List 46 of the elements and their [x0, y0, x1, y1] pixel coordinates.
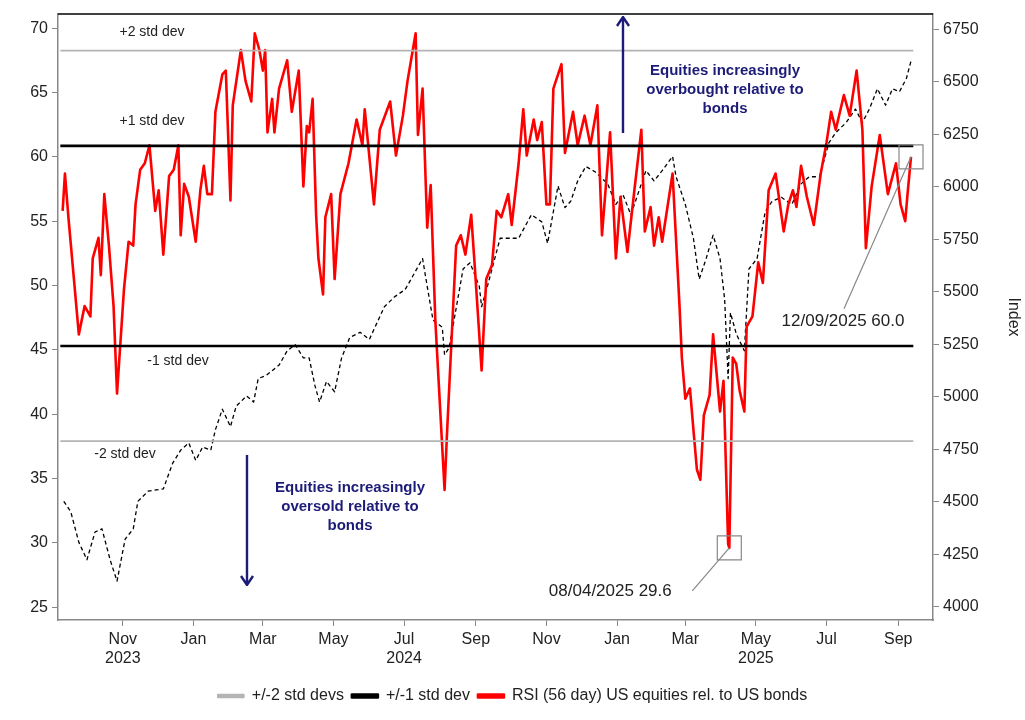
- annotation: -1 std dev: [147, 350, 209, 370]
- y-tick-label: 30: [30, 533, 49, 551]
- y-tick-label: 60: [30, 147, 49, 165]
- y2-axis-title: Index: [1005, 297, 1023, 337]
- y2-tick-label: 5250: [943, 334, 979, 352]
- annotation: Equities increasingly overbought relative to bonds: [645, 59, 805, 117]
- y-tick-label: 45: [30, 340, 49, 358]
- x-tick-label: Sep: [884, 630, 913, 648]
- legend-label: +/-2 std devs: [251, 686, 344, 704]
- x-tick-label: Jan: [180, 630, 207, 648]
- legend-label: +/-1 std dev: [385, 686, 470, 704]
- x-tick-label: Nov 2023: [105, 630, 141, 667]
- y2-tick-label: 5000: [943, 387, 979, 405]
- x-tick-label: Jul: [816, 630, 837, 648]
- x-tick-label: Nov: [532, 630, 561, 648]
- x-tick-label: Jan: [604, 630, 630, 648]
- annotation: -2 std dev: [94, 443, 156, 463]
- y2-tick-label: 4250: [943, 544, 979, 562]
- y-tick-label: 65: [30, 82, 49, 100]
- x-tick-label: Jul 2024: [386, 630, 422, 667]
- annotation: +1 std dev: [119, 110, 185, 130]
- x-tick-label: Sep: [461, 630, 491, 648]
- x-tick-label: May 2025: [738, 630, 774, 667]
- y2-tick-label: 5500: [943, 282, 979, 300]
- x-tick-label: Mar: [671, 630, 700, 648]
- annotation: +2 std dev: [119, 21, 185, 41]
- y-tick-label: 70: [30, 18, 49, 36]
- y2-tick-label: 4500: [943, 492, 979, 510]
- y2-tick-label: 6000: [943, 177, 979, 195]
- annotation: 12/09/2025 60.0: [781, 310, 905, 330]
- y2-tick-label: 4750: [943, 439, 979, 457]
- y2-tick-label: 6250: [943, 124, 979, 142]
- annotation: 08/04/2025 29.6: [548, 580, 672, 600]
- y2-tick-label: 5750: [943, 229, 979, 247]
- y2-tick-label: 6500: [943, 72, 979, 90]
- x-tick-label: May: [318, 630, 349, 648]
- y-tick-label: 50: [30, 275, 49, 293]
- annotation: Equities increasingly oversold relative to bonds: [273, 476, 427, 534]
- y-tick-label: 25: [30, 597, 49, 615]
- y-tick-label: 35: [30, 468, 49, 486]
- y-tick-label: 55: [30, 211, 49, 229]
- y2-tick-label: 6750: [943, 19, 979, 37]
- x-tick-label: Mar: [249, 630, 278, 648]
- y-tick-label: 40: [30, 404, 49, 422]
- y2-tick-label: 4000: [943, 597, 979, 615]
- legend-label: RSI (56 day) US equities rel. to US bonds: [511, 686, 808, 704]
